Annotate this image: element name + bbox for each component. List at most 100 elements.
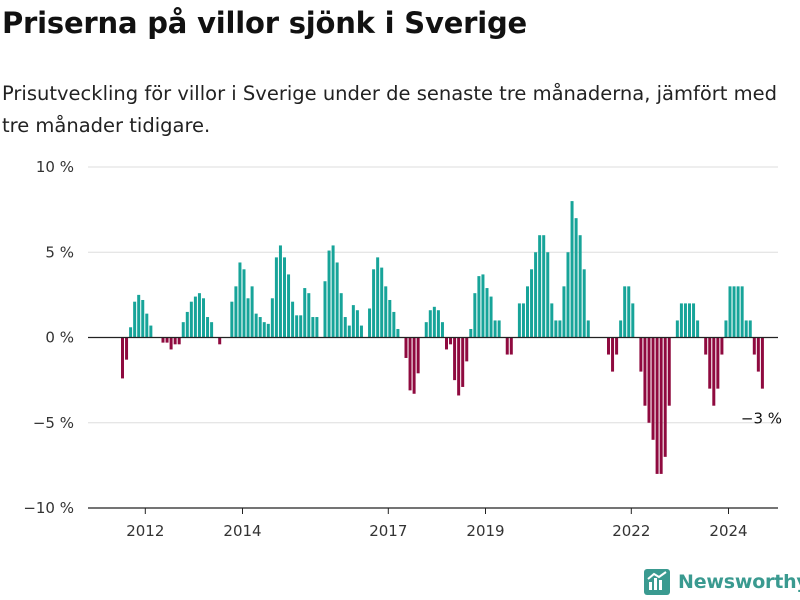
bar [380,267,384,338]
bar [258,317,262,338]
bar [347,325,351,338]
bar [526,286,529,338]
bar [724,320,728,338]
bar [683,303,687,338]
bar [343,317,347,338]
bar [291,301,295,338]
bar [667,337,671,406]
bar [254,313,258,338]
bar [311,317,315,338]
bar [679,303,683,338]
bar [323,281,327,338]
bar [728,286,732,338]
bar [432,306,436,338]
last-value-label: −3 % [741,410,782,428]
bar [586,320,590,338]
bar [125,337,129,360]
chart-subtitle: Prisutveckling för villor i Sverige unde… [2,82,778,137]
bar [623,286,627,338]
bar [716,337,720,389]
bar [339,293,343,338]
bar [270,298,274,338]
bar [133,301,137,338]
bar [137,294,141,338]
bar [278,245,282,338]
bar [287,274,291,338]
bar [453,337,457,381]
bar [218,337,222,345]
bar [558,320,562,338]
bar [376,257,380,338]
bar [607,337,610,355]
bar [206,317,210,338]
bar [688,303,691,338]
bar [461,337,465,387]
bar [181,322,185,338]
bar [469,328,473,338]
bar [197,293,201,338]
bar [177,337,181,345]
bar [611,337,615,372]
axes [88,336,778,514]
bar [708,337,712,389]
bar [554,320,558,338]
bar [351,305,355,338]
bar [238,262,242,338]
bar [505,337,509,355]
bar [359,325,363,338]
x-tick-label: 2012 [126,522,164,540]
bar [562,286,566,338]
bar [582,269,586,338]
bar [372,269,376,338]
newsworthy-logo-icon [644,569,670,595]
bar [121,337,124,379]
bar [704,337,708,355]
bar [497,320,501,338]
bar [659,337,663,474]
bar [412,337,416,394]
bar [732,286,736,338]
chart-title: Priserna på villor sjönk i Sverige [2,6,528,40]
x-tick-label: 2024 [709,522,747,540]
bar [242,269,246,338]
bar [303,288,307,338]
bar [517,303,521,338]
bar [675,320,679,338]
bar [493,320,497,338]
bar [145,313,149,338]
bar [165,337,169,343]
newsworthy-logo: Newsworthy [644,569,800,595]
bars [121,201,764,474]
bar [436,310,440,338]
brand-name: Newsworthy [678,571,800,593]
bar [566,252,570,338]
bar [189,301,193,338]
bar [696,320,700,338]
bar [392,311,396,338]
bar [627,286,631,338]
bar [489,296,493,338]
bar [619,320,623,338]
bar [550,303,554,338]
bar [246,298,250,338]
bar [485,288,489,338]
bar [760,337,764,389]
bar [651,337,655,440]
bar [185,311,189,338]
bar [408,337,412,391]
bar [193,296,197,338]
bar [384,286,388,338]
bar [299,315,303,338]
bar [457,337,461,396]
bar [404,337,408,358]
y-tick-label: 5 % [45,243,74,261]
bar [169,337,173,350]
bar [639,337,643,372]
bar [234,286,238,338]
x-tick-label: 2017 [369,522,407,540]
bar [477,276,481,338]
bar [355,310,359,338]
bar [335,262,339,338]
x-tick-label: 2014 [223,522,261,540]
